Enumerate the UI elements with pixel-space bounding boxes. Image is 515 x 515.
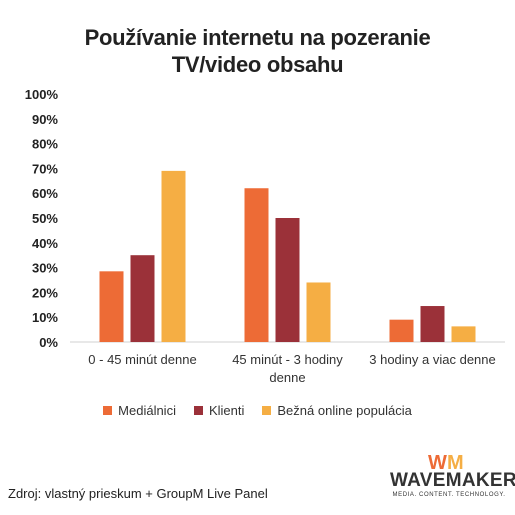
legend-item: Klienti xyxy=(193,403,245,418)
logo-wordmark: WAVEMAKER xyxy=(390,470,515,491)
chart-title: Používanie internetu na pozeranie TV/vid… xyxy=(0,24,515,78)
y-tick-label: 90% xyxy=(32,112,58,127)
bar xyxy=(451,326,476,342)
x-tick-label: denne xyxy=(269,370,305,385)
logo-mark-m: M xyxy=(447,452,464,472)
legend-label: Bežná online populácia xyxy=(277,403,412,418)
bar xyxy=(389,319,414,342)
y-tick-label: 70% xyxy=(32,161,58,176)
chart-title-line-1: Používanie internetu na pozeranie xyxy=(84,25,431,50)
y-tick-label: 30% xyxy=(32,261,58,276)
y-tick-label: 10% xyxy=(32,310,58,325)
wavemaker-logo: W M WAVEMAKER MEDIA. CONTENT. TECHNOLOGY… xyxy=(390,452,515,502)
wavemaker-logo-mark: W M xyxy=(428,452,464,472)
bar xyxy=(99,271,124,342)
legend-swatch xyxy=(193,406,203,415)
chart-title-line-2: TV/video obsahu xyxy=(171,52,344,77)
bar xyxy=(161,170,186,342)
legend-label: Mediálnici xyxy=(118,403,176,418)
logo-mark-w: W xyxy=(428,452,447,472)
bar xyxy=(420,306,445,342)
logo-tagline: MEDIA. CONTENT. TECHNOLOGY. xyxy=(392,492,506,498)
x-tick-label: 3 hodiny a viac denne xyxy=(369,352,495,367)
bar xyxy=(275,218,300,342)
bar xyxy=(130,255,155,342)
legend-swatch xyxy=(103,406,113,415)
y-tick-label: 60% xyxy=(32,186,58,201)
bar xyxy=(306,282,331,342)
bar xyxy=(244,188,269,342)
x-tick-label: 45 minút - 3 hodiny xyxy=(232,352,343,367)
y-tick-label: 0% xyxy=(39,335,58,350)
y-tick-label: 20% xyxy=(32,285,58,300)
legend-swatch xyxy=(262,406,272,415)
y-tick-label: 50% xyxy=(32,211,58,226)
y-tick-label: 40% xyxy=(32,236,58,251)
y-tick-label: 100% xyxy=(25,87,59,102)
x-tick-label: 0 - 45 minút denne xyxy=(88,352,196,367)
y-tick-label: 80% xyxy=(32,137,58,152)
legend-item: Mediálnici xyxy=(103,403,176,418)
source-note: Zdroj: vlastný prieskum + GroupM Live Pa… xyxy=(8,486,268,501)
legend-item: Bežná online populácia xyxy=(262,403,412,418)
chart-legend: Mediálnici Klienti Bežná online populácia xyxy=(0,403,515,418)
legend-label: Klienti xyxy=(208,403,245,418)
